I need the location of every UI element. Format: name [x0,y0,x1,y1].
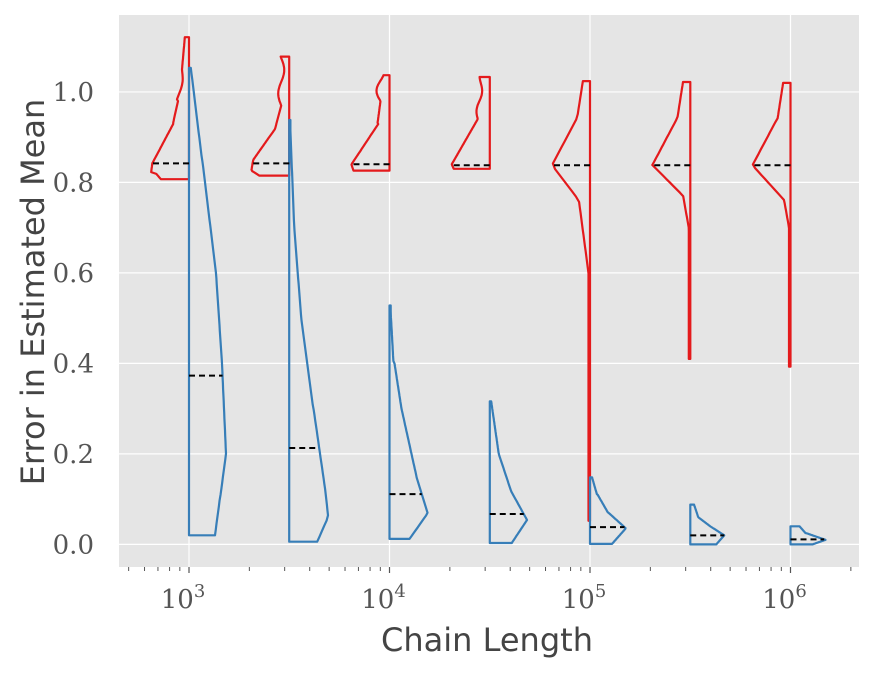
x-tick-label: 105 [562,581,607,615]
violin-blue [588,476,627,545]
violin-red [651,80,692,360]
violin-red [150,36,191,181]
x-tick-exponent: 5 [595,581,606,602]
x-tick-exponent: 6 [795,581,806,602]
y-tick-label: 0.8 [53,168,94,198]
mean-lines [153,162,825,541]
y-tick-label: 0.0 [53,530,94,560]
x-tick-label: 106 [762,581,807,615]
x-tick-exponent: 4 [394,581,405,602]
violin-red [250,55,291,177]
violin-red [751,81,792,368]
y-tick-label: 1.0 [53,78,94,108]
x-tick-base: 10 [562,585,595,615]
violin-blue [689,503,726,546]
x-tick-base: 10 [762,585,795,615]
x-tick-base: 10 [161,585,194,615]
x-tick-exponent: 3 [194,581,205,602]
y-tick-label: 0.4 [53,349,94,379]
y-axis-label: Error in Estimated Mean [14,99,52,486]
y-tick-label: 0.2 [53,440,94,470]
y-tick-label: 0.6 [53,259,94,289]
violin-red [551,80,592,522]
x-tick-label: 103 [161,581,206,615]
x-tick-label: 104 [361,581,406,615]
violin-blue [388,304,429,540]
x-axis-label: Chain Length [381,621,593,659]
x-tick-base: 10 [361,585,394,615]
violin-red [450,75,491,170]
violin-blue [789,525,827,546]
violins [150,36,827,546]
violin-red [350,74,391,172]
violin-blue [488,400,529,545]
violin-blue [187,66,228,537]
violin-blue [288,118,330,543]
